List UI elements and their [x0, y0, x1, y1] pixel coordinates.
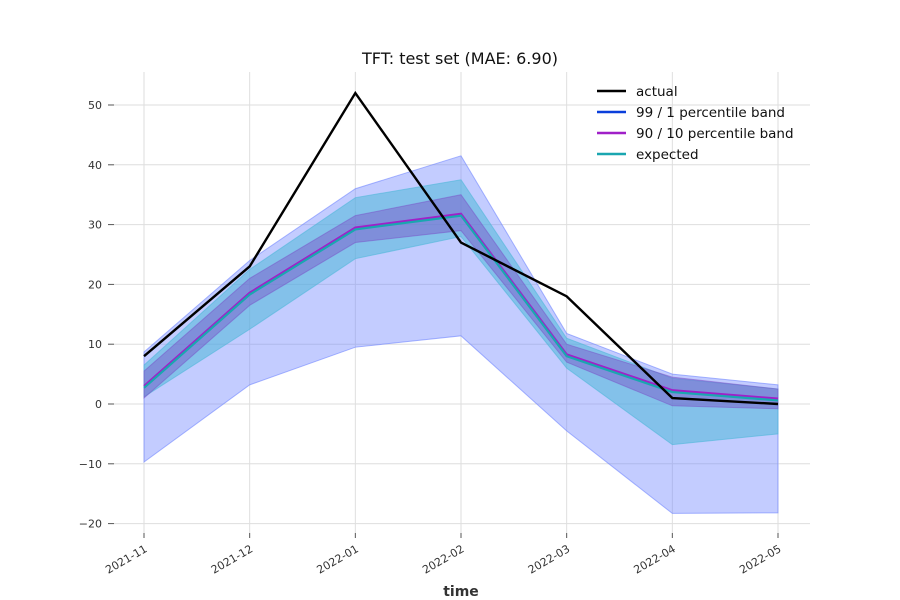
percentile-bands — [143, 155, 779, 514]
x-tick-label: 2022-05 — [737, 542, 783, 576]
x-gridlines — [143, 72, 779, 533]
chart-title: TFT: test set (MAE: 6.90) — [361, 49, 558, 68]
y-tick-label: 50 — [88, 99, 102, 112]
y-axis-ticks: −20 −10 0 10 20 30 40 50 — [79, 99, 114, 531]
line-expected — [143, 214, 779, 402]
x-tick-label: 2022-01 — [315, 542, 361, 576]
x-tick-label: 2021-12 — [209, 542, 255, 576]
x-tick-label: 2021-11 — [103, 542, 149, 576]
legend-label-90-10-band: 90 / 10 percentile band — [636, 126, 794, 142]
y-tick-label: −20 — [79, 518, 102, 531]
line-actual — [143, 90, 779, 406]
x-tick-label: 2022-03 — [526, 542, 572, 576]
y-tick-label: 30 — [88, 219, 102, 232]
band-90-10 — [143, 194, 779, 410]
x-tick-label: 2022-02 — [420, 542, 466, 576]
line-90-10-median — [143, 212, 779, 400]
y-tick-label: −10 — [79, 458, 102, 471]
y-tick-label: 20 — [88, 278, 102, 291]
y-tick-label: 0 — [95, 398, 102, 411]
series-lines — [143, 90, 779, 406]
x-axis-label: time — [443, 584, 479, 600]
y-tick-label: 40 — [88, 159, 102, 172]
y-tick-label: 10 — [88, 338, 102, 351]
x-tick-label: 2022-04 — [632, 542, 678, 576]
band-expected — [143, 179, 779, 446]
legend-label-actual: actual — [636, 84, 678, 100]
legend-label-99-1-band: 99 / 1 percentile band — [636, 105, 785, 121]
legend: actual 99 / 1 percentile band 90 / 10 pe… — [597, 84, 794, 163]
x-axis-ticks: 2021-11 2021-12 2022-01 2022-02 2022-03 2022-… — [103, 533, 784, 577]
legend-label-expected: expected — [636, 147, 699, 163]
